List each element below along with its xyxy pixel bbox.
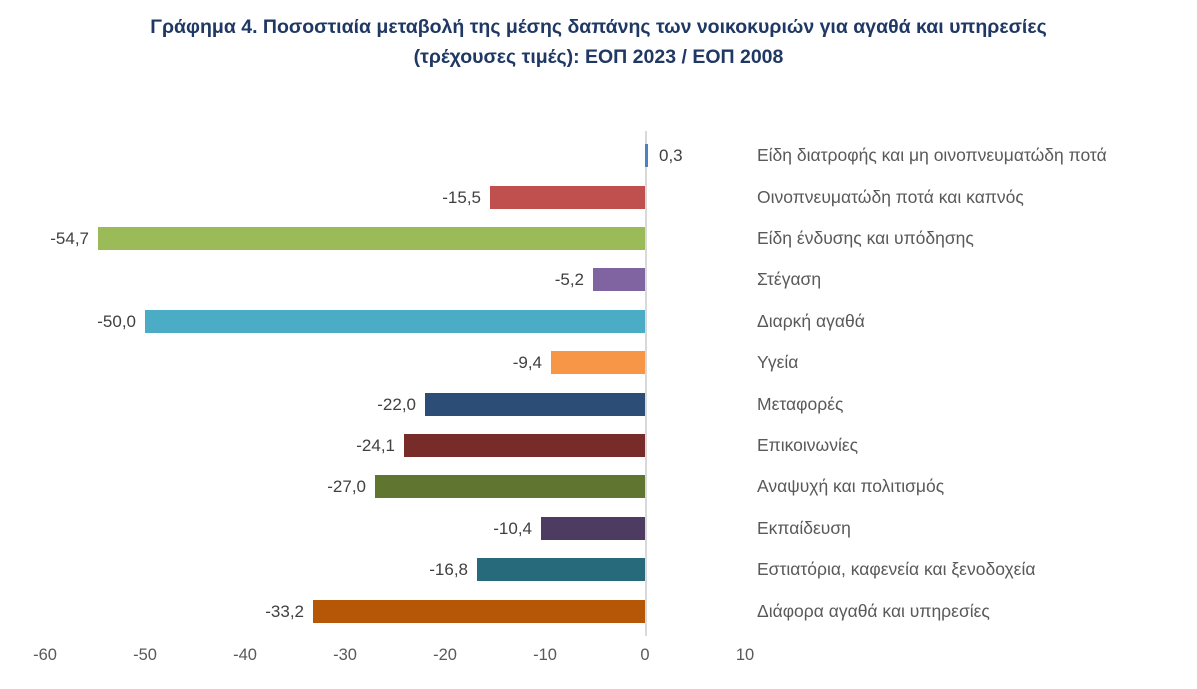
x-axis-tick-label: 10 <box>735 646 755 664</box>
chart-title-line-1: Γράφημα 4. Ποσοστιαία μεταβολή της μέσης… <box>150 16 1047 38</box>
bar-value-label: -5,2 <box>554 270 584 290</box>
bar-9 <box>375 475 645 499</box>
bar-1 <box>645 144 648 168</box>
bar-value-label: -27,0 <box>327 477 366 497</box>
category-label: Είδη διατροφής και μη οινοπνευματώδη ποτ… <box>757 145 1107 166</box>
zero-axis-line <box>645 131 647 636</box>
bar-value-label: -54,7 <box>50 229 89 248</box>
category-label: Μεταφορές <box>757 393 844 414</box>
bar-11 <box>477 558 645 582</box>
bar-12 <box>313 599 645 623</box>
bar-8 <box>404 434 645 457</box>
category-label: Αναψυχή και πολιτισμός <box>757 476 945 497</box>
category-label: Διάφορα αγαθά και υπηρεσίες <box>757 600 990 621</box>
bar-value-label: -50,0 <box>97 311 136 331</box>
bar-7 <box>425 392 645 416</box>
category-label: Εκπαίδευση <box>757 517 851 538</box>
bar-value-label: -16,8 <box>429 560 468 580</box>
bar-4 <box>593 268 645 292</box>
chart-title: Γράφημα 4. Ποσοστιαία μεταβολή της μέσης… <box>0 12 1197 72</box>
x-axis-tick-label: 0 <box>640 646 650 664</box>
bar-value-label: -33,2 <box>265 601 304 621</box>
category-label: Στέγαση <box>757 269 822 290</box>
x-axis-tick-label: -50 <box>133 646 157 664</box>
bar-value-label: -24,1 <box>356 436 395 455</box>
bar-chart-plot-area: 0,3 Είδη διατροφής και μη οινοπνευματώδη … <box>0 131 1197 636</box>
category-label: Διαρκή αγαθά <box>757 310 865 331</box>
x-axis-tick-label: -40 <box>233 646 257 664</box>
category-label: Οινοπνευματώδη ποτά και καπνός <box>757 186 1024 207</box>
bar-value-label: -10,4 <box>493 518 532 538</box>
bar-value-label: -9,4 <box>512 353 542 373</box>
bar-10 <box>541 516 645 540</box>
category-label: Εστιατόρια, καφενεία και ξενοδοχεία <box>757 559 1036 580</box>
bar-value-label: -22,0 <box>377 394 416 414</box>
x-axis-tick-label: -10 <box>533 646 557 664</box>
x-axis: -60 -50 -40 -30 -20 -10 0 10 <box>0 646 1197 670</box>
bar-value-label: 0,3 <box>659 146 683 166</box>
category-label: Υγεία <box>757 352 799 373</box>
x-axis-tick-label: -60 <box>33 646 57 664</box>
bar-value-label: -15,5 <box>442 187 481 207</box>
bar-3 <box>98 227 645 250</box>
category-label: Είδη ένδυσης και υπόδησης <box>757 228 974 248</box>
x-axis-tick-label: -20 <box>433 646 457 664</box>
category-label: Επικοινωνίες <box>757 435 859 455</box>
x-axis-tick-label: -30 <box>333 646 357 664</box>
bar-6 <box>551 351 645 375</box>
chart-title-line-2: (τρέχουσες τιμές): ΕΟΠ 2023 / ΕΟΠ 2008 <box>413 46 784 69</box>
bar-5 <box>145 309 645 333</box>
bar-2 <box>490 185 645 209</box>
